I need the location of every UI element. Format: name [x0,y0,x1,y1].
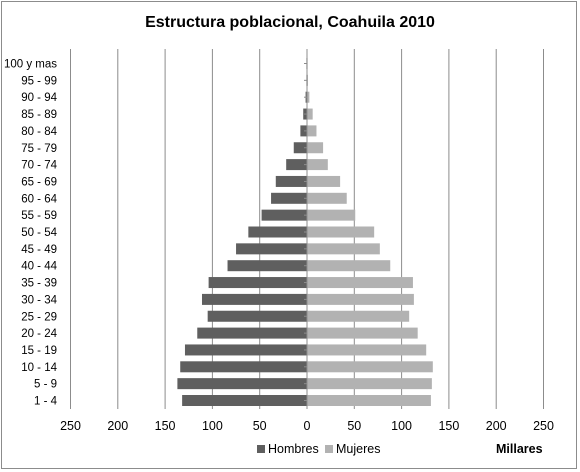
bar-hombres [271,192,307,204]
x-tick-label: 50 [347,419,361,433]
category-label: 100 y mas [4,59,57,71]
bar-hombres [293,142,307,154]
x-tick-label: 250 [533,419,554,433]
category-label: 95 - 99 [21,75,57,87]
bar-mujeres [307,293,414,305]
category-label: 55 - 59 [21,210,57,222]
bar-hombres [300,125,307,137]
x-tick-label: 150 [438,419,459,433]
bar-mujeres [307,192,347,204]
category-label: 45 - 49 [21,244,57,256]
category-label: 15 - 19 [21,345,57,357]
legend: Hombres Mujeres [257,442,380,456]
bar-mujeres [307,395,431,406]
category-label: 1 - 4 [34,396,58,408]
bar-mujeres [307,344,427,356]
legend-swatch-hombres [257,445,265,453]
bar-hombres [177,378,307,390]
bar-hombres [261,209,307,221]
x-tick-label: 150 [155,419,176,433]
legend-swatch-mujeres [325,445,333,453]
category-label: 40 - 44 [21,261,57,273]
category-label: 85 - 89 [21,109,57,121]
center-axis [304,49,308,409]
bar-mujeres [307,142,324,154]
bar-hombres [275,175,307,187]
bar-mujeres [307,125,317,137]
category-label: 30 - 34 [21,294,57,306]
bar-hombres [184,344,307,356]
bar-mujeres [307,159,328,171]
bar-mujeres [307,209,356,221]
category-label: 25 - 29 [21,311,57,323]
bar-hombres [197,327,307,339]
bar-hombres [207,310,307,322]
bar-mujeres [307,361,433,373]
category-label: 90 - 94 [21,92,57,104]
bar-hombres [201,293,307,305]
bar-mujeres [307,91,310,103]
bar-hombres [208,277,307,289]
x-tick-label: 200 [107,419,128,433]
x-tick-label: 100 [391,419,412,433]
category-label: 60 - 64 [21,193,57,205]
category-label: 70 - 74 [21,160,57,172]
x-tick-label: 100 [202,419,223,433]
bar-mujeres [307,260,391,272]
category-label: 50 - 54 [21,227,57,239]
category-label: 35 - 39 [21,278,57,290]
bar-mujeres [307,226,375,238]
category-label: 5 - 9 [34,379,57,391]
category-label: 80 - 84 [21,126,57,138]
bar-mujeres [307,327,418,339]
bar-hombres [236,243,307,255]
bars [177,58,433,406]
category-labels: 1 - 4 5 - 9 10 - 14 15 - 19 20 - 24 25 - 29 30… [4,59,58,408]
bar-mujeres [307,175,341,187]
bar-mujeres [307,277,413,289]
category-label: 10 - 14 [21,362,57,374]
x-tick-label: 50 [253,419,267,433]
chart-title: Estructura poblacional, Coahuila 2010 [145,14,435,31]
bar-mujeres [307,310,410,322]
bar-mujeres [307,108,313,120]
bar-mujeres [307,243,380,255]
x-tick-labels: 250 200 150 100 50 0 50 100 150 200 250 [60,419,554,433]
bar-hombres [286,159,307,171]
bar-hombres [248,226,307,238]
x-tick-label: 200 [486,419,507,433]
category-label: 75 - 79 [21,143,57,155]
unit-label: Millares [496,442,543,456]
category-label: 65 - 69 [21,176,57,188]
legend-label-hombres: Hombres [268,442,319,456]
legend-label-mujeres: Mujeres [336,442,380,456]
bar-mujeres [307,378,432,390]
x-tick-label: 0 [304,419,311,433]
category-label: 20 - 24 [21,328,57,340]
bar-hombres [182,395,307,406]
x-tick-label: 250 [60,419,81,433]
bar-hombres [180,361,307,373]
bar-hombres [227,260,307,272]
